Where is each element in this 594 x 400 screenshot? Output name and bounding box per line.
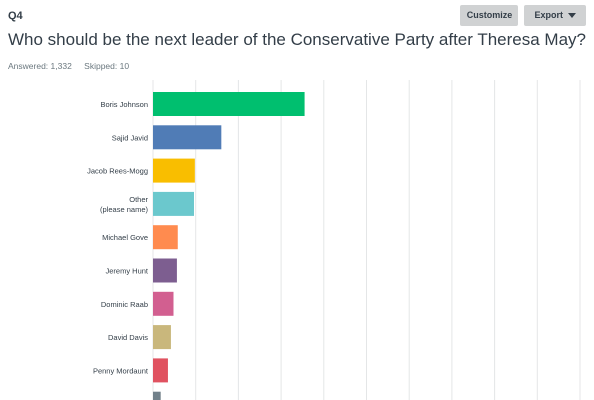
category-label: Dominic Raab	[101, 300, 148, 309]
bar-7[interactable]	[153, 291, 174, 316]
category-label: David Davis	[108, 333, 148, 342]
bar-3[interactable]	[153, 158, 195, 183]
bar-chart: Boris Johnson Sajid Javid Jacob Rees-Mogg O…	[87, 80, 581, 400]
bar-2[interactable]	[153, 125, 222, 150]
caret-down-icon	[568, 13, 576, 18]
category-label: Jeremy Hunt	[105, 267, 148, 276]
category-label: Sajid Javid	[112, 133, 148, 142]
bar-1[interactable]	[153, 92, 305, 116]
question-number: Q4	[8, 10, 23, 22]
bar-5[interactable]	[153, 225, 178, 250]
customize-button[interactable]: Customize	[460, 5, 519, 26]
customize-label: Customize	[466, 10, 513, 20]
category-label: Penny Mordaunt	[93, 366, 149, 375]
bar-9[interactable]	[153, 358, 168, 383]
skipped-count: Skipped: 10	[84, 61, 130, 71]
toolbar: Customize Export	[460, 5, 586, 26]
response-stats: Answered: 1,332 Skipped: 10	[8, 61, 139, 71]
bar-10[interactable]	[153, 391, 161, 400]
bar-8[interactable]	[153, 325, 171, 350]
category-label: Other (please name)	[100, 195, 148, 214]
question-title: Who should be the next leader of the Con…	[8, 30, 586, 49]
export-label: Export	[534, 10, 563, 20]
category-label: Boris Johnson	[100, 100, 148, 109]
category-label: Jacob Rees-Mogg	[87, 167, 148, 176]
bar-4[interactable]	[153, 191, 194, 216]
export-button[interactable]: Export	[524, 5, 586, 26]
category-label: Michael Gove	[102, 233, 148, 242]
bar-6[interactable]	[153, 258, 177, 283]
answered-count: Answered: 1,332	[8, 61, 72, 71]
